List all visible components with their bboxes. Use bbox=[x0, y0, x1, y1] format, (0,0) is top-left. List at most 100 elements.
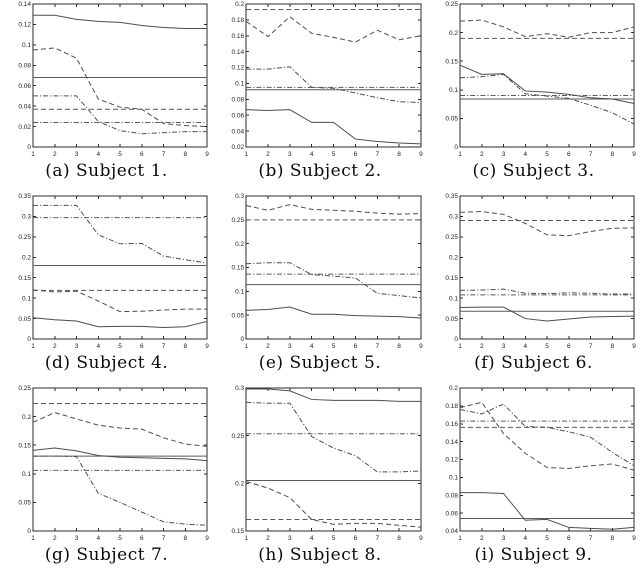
x-tick-label: 5 bbox=[118, 151, 122, 158]
y-tick-label: 0.2 bbox=[449, 30, 458, 37]
y-tick-label: 0.1 bbox=[449, 295, 458, 302]
y-tick-label: 0.15 bbox=[445, 58, 458, 65]
y-tick-label: 0.06 bbox=[445, 510, 458, 517]
y-tick-label: 0.18 bbox=[231, 17, 244, 24]
x-tick-label: 3 bbox=[75, 151, 79, 158]
x-tick-label: 9 bbox=[205, 151, 209, 158]
x-tick-label: 4 bbox=[523, 343, 527, 350]
subplot-e: 0 0.05 0.1 0.15 0.2 0.25 0.3 1 2 3 4 5 6 7 8 9 (e) Subj… bbox=[213, 192, 427, 384]
x-tick-label: 1 bbox=[458, 151, 462, 158]
y-tick-label: 0.02 bbox=[18, 124, 31, 131]
y-tick-label: 0 bbox=[454, 336, 458, 343]
x-tick-label: 3 bbox=[288, 151, 292, 158]
x-tick-label: 8 bbox=[610, 535, 614, 542]
x-tick-label: 6 bbox=[140, 343, 144, 350]
solid-curve bbox=[459, 306, 635, 322]
subplot-g-caption: (g) Subject 7. bbox=[44, 545, 169, 565]
y-tick-label: 0.06 bbox=[231, 112, 244, 119]
dashed-curve bbox=[32, 47, 208, 128]
solid-curve bbox=[246, 388, 421, 402]
axes-box bbox=[459, 387, 635, 532]
subplot-g: 0 0.05 0.1 0.15 0.2 0.25 1 2 3 4 5 6 7 8 9 (g) Subject… bbox=[0, 384, 213, 576]
x-tick-label: 4 bbox=[310, 535, 314, 542]
y-tick-label: 0.25 bbox=[445, 234, 458, 241]
y-tick-label: 0 bbox=[27, 144, 31, 151]
dashed-curve bbox=[246, 204, 421, 215]
y-tick-label: 0.08 bbox=[445, 492, 458, 499]
subplot-d-plot: 0 0.05 0.1 0.15 0.2 0.25 0.3 0.35 1 2 3 4 5 6 7 8 9 bbox=[18, 193, 209, 350]
dashed-curve bbox=[32, 412, 208, 447]
x-tick-label: 3 bbox=[502, 151, 506, 158]
x-tick-label: 9 bbox=[632, 535, 636, 542]
axes-box bbox=[245, 3, 422, 148]
solid-curve bbox=[33, 14, 207, 30]
solid-curve bbox=[460, 492, 635, 530]
x-tick-label: 4 bbox=[96, 535, 100, 542]
solid-curve bbox=[246, 109, 421, 145]
x-tick-label: 9 bbox=[419, 151, 423, 158]
y-tick-label: 0.35 bbox=[18, 193, 31, 200]
dashed-curve bbox=[459, 211, 635, 237]
y-tick-label: 0.1 bbox=[449, 475, 458, 482]
x-tick-label: 2 bbox=[480, 535, 484, 542]
subplot-c-plot: 0 0.05 0.1 0.15 0.2 0.25 1 2 3 4 5 6 7 8 9 bbox=[445, 1, 636, 158]
y-tick-label: 0.2 bbox=[235, 241, 244, 248]
x-tick-label: 1 bbox=[31, 151, 35, 158]
axes-box bbox=[32, 195, 208, 340]
x-tick-label: 2 bbox=[480, 151, 484, 158]
x-tick-label: 3 bbox=[502, 343, 506, 350]
x-tick-label: 4 bbox=[310, 343, 314, 350]
x-tick-label: 2 bbox=[53, 535, 57, 542]
subplot-e-plot: 0 0.05 0.1 0.15 0.2 0.25 0.3 1 2 3 4 5 6 7 8 9 bbox=[231, 193, 423, 350]
y-tick-label: 0.2 bbox=[235, 481, 244, 488]
x-tick-label: 7 bbox=[162, 535, 166, 542]
y-tick-label: 0.1 bbox=[22, 42, 31, 49]
dash-dot-curve bbox=[246, 262, 422, 299]
x-tick-label: 2 bbox=[53, 151, 57, 158]
y-tick-label: 0 bbox=[27, 336, 31, 343]
subplot-d-caption: (d) Subject 4. bbox=[44, 353, 169, 373]
solid-curve bbox=[32, 317, 208, 329]
dashed-curve bbox=[245, 16, 422, 43]
x-tick-label: 5 bbox=[332, 151, 336, 158]
x-tick-label: 3 bbox=[75, 343, 79, 350]
y-tick-label: 0.1 bbox=[449, 87, 458, 94]
y-tick-label: 0.15 bbox=[445, 275, 458, 282]
subplot-a: 0 0.02 0.04 0.06 0.08 0.1 0.12 0.14 1 2 3 4 5 6 7 8 9 (a… bbox=[0, 0, 213, 192]
y-tick-label: 0.05 bbox=[18, 316, 31, 323]
y-tick-label: 0.15 bbox=[18, 275, 31, 282]
y-tick-label: 0.25 bbox=[445, 1, 458, 8]
subplot-h: 0.15 0.2 0.25 0.3 1 2 3 4 5 6 7 8 9 (h) Subject 8. bbox=[213, 384, 427, 576]
x-tick-label: 7 bbox=[162, 151, 166, 158]
subplot-e-caption: (e) Subject 5. bbox=[258, 353, 382, 373]
x-tick-label: 7 bbox=[589, 151, 593, 158]
y-tick-label: 0.3 bbox=[235, 385, 244, 392]
x-tick-label: 1 bbox=[458, 343, 462, 350]
axes-box bbox=[459, 195, 635, 340]
x-tick-label: 4 bbox=[523, 535, 527, 542]
x-tick-label: 3 bbox=[75, 535, 79, 542]
y-tick-label: 0.1 bbox=[22, 471, 31, 478]
x-tick-label: 2 bbox=[266, 535, 270, 542]
x-tick-label: 7 bbox=[375, 343, 379, 350]
y-tick-label: 0.2 bbox=[235, 1, 244, 8]
y-tick-label: 0.12 bbox=[231, 65, 244, 72]
x-tick-label: 9 bbox=[419, 343, 423, 350]
y-tick-label: 0.04 bbox=[18, 103, 31, 110]
y-tick-label: 0.04 bbox=[445, 528, 458, 535]
y-tick-label: 0.05 bbox=[445, 316, 458, 323]
subplot-b-caption: (b) Subject 2. bbox=[258, 161, 382, 181]
x-tick-label: 9 bbox=[419, 535, 423, 542]
y-tick-label: 0.25 bbox=[18, 385, 31, 392]
y-tick-label: 0.15 bbox=[231, 265, 244, 272]
subplot-b: 0.02 0.04 0.06 0.08 0.1 0.12 0.14 0.16 0.18 0.2 1 2… bbox=[213, 0, 427, 192]
x-tick-label: 5 bbox=[332, 343, 336, 350]
axes-box bbox=[459, 3, 635, 148]
subplot-i-caption: (i) Subject 9. bbox=[474, 545, 593, 565]
y-tick-label: 0.08 bbox=[231, 97, 244, 104]
subplot-b-plot: 0.02 0.04 0.06 0.08 0.1 0.12 0.14 0.16 0.18 0.2 1 2… bbox=[231, 1, 423, 158]
y-tick-label: 0.35 bbox=[445, 193, 458, 200]
y-tick-label: 0.14 bbox=[445, 439, 458, 446]
y-tick-label: 0.12 bbox=[445, 457, 458, 464]
x-tick-label: 9 bbox=[632, 151, 636, 158]
